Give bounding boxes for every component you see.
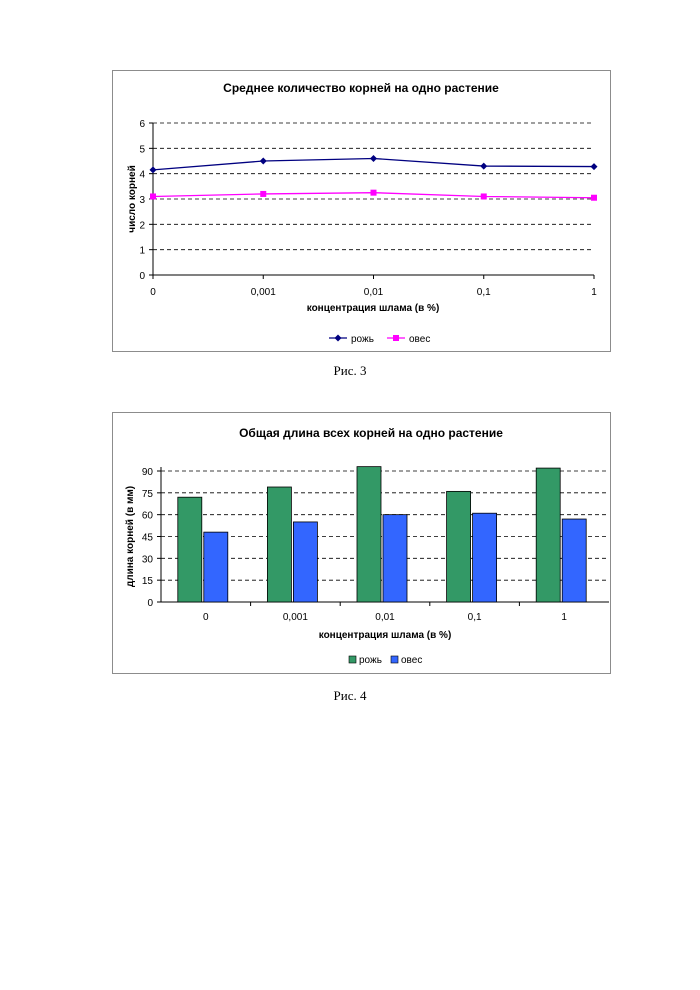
y-tick-label: 6 (139, 119, 145, 130)
data-point (590, 163, 598, 171)
bar-овес (472, 512, 498, 603)
bar-chart: Общая длина всех корней на одно растение… (125, 426, 609, 666)
x-tick-label: 0,1 (468, 612, 482, 623)
y-tick-label: 45 (142, 533, 154, 544)
data-point (370, 154, 377, 162)
x-tick-label: 0,01 (364, 287, 384, 298)
bar-овес (561, 518, 587, 603)
y-tick-label: 15 (142, 576, 154, 587)
legend-swatch (390, 655, 399, 664)
bar-овес (382, 514, 408, 603)
y-tick-label: 1 (139, 246, 145, 257)
bar-chart-panel: Общая длина всех корней на одно растение… (112, 412, 611, 674)
bar-рожь (356, 466, 382, 603)
y-axis-label: число корней (127, 165, 138, 232)
legend-marker (393, 335, 399, 341)
line-chart-panel: Среднее количество корней на одно растен… (112, 70, 611, 352)
data-point (150, 193, 156, 200)
legend-label: рожь (351, 334, 374, 345)
legend-label: овес (409, 334, 430, 345)
bar-овес (292, 521, 318, 603)
data-point (480, 193, 487, 200)
chart-title: Общая длина всех корней на одно растение (239, 426, 503, 440)
figure-caption-3: Рис. 3 (333, 363, 367, 378)
y-tick-label: 90 (142, 467, 154, 478)
data-point (260, 190, 267, 197)
x-axis-label: концентрация шлама (в %) (319, 630, 452, 641)
x-tick-label: 0,01 (375, 612, 395, 623)
x-tick-label: 0,001 (283, 612, 308, 623)
x-tick-label: 1 (591, 287, 597, 298)
y-tick-label: 4 (139, 170, 145, 181)
y-tick-label: 0 (147, 598, 153, 609)
y-axis-label: длина корней (в мм) (125, 486, 136, 587)
y-tick-label: 30 (142, 554, 154, 565)
bar-овес (203, 531, 229, 603)
legend-swatch (348, 655, 357, 664)
y-tick-label: 75 (142, 489, 154, 500)
legend-label: рожь (359, 655, 382, 666)
x-tick-label: 0,1 (477, 287, 491, 298)
x-tick-label: 0,001 (251, 287, 276, 298)
data-point (149, 166, 157, 174)
y-tick-label: 60 (142, 511, 154, 522)
x-tick-label: 0 (203, 612, 209, 623)
x-tick-label: 0 (150, 287, 156, 298)
bar-рожь (177, 496, 203, 603)
line-chart: Среднее количество корней на одно растен… (127, 81, 598, 345)
y-tick-label: 3 (139, 195, 145, 206)
legend-label: овес (401, 655, 422, 666)
bar-рожь (266, 486, 292, 603)
data-point (370, 189, 377, 196)
data-point (480, 162, 488, 170)
legend-marker (334, 334, 342, 342)
y-tick-label: 0 (139, 271, 145, 282)
bar-рожь (446, 490, 472, 603)
chart-title: Среднее количество корней на одно растен… (223, 81, 499, 95)
x-tick-label: 1 (561, 612, 567, 623)
y-tick-label: 2 (139, 220, 145, 231)
figure-caption-4: Рис. 4 (333, 688, 367, 703)
y-tick-label: 5 (139, 144, 145, 155)
bar-рожь (535, 467, 561, 603)
data-point (259, 157, 267, 165)
x-axis-label: концентрация шлама (в %) (307, 303, 440, 314)
data-point (591, 194, 597, 201)
